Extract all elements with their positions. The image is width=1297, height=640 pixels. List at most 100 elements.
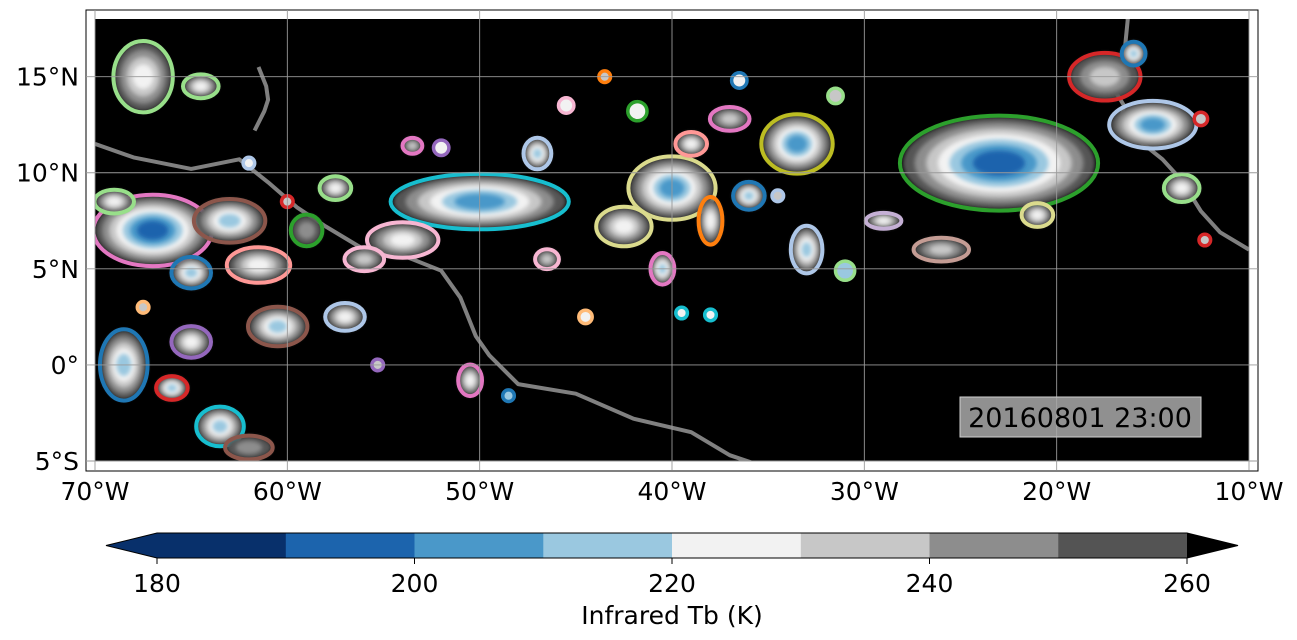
cloud-system-outline xyxy=(181,72,221,101)
cloud-system xyxy=(731,179,767,212)
tb-contour-fill xyxy=(338,312,352,322)
convective-cell xyxy=(577,308,594,326)
graticule xyxy=(86,10,1258,470)
tb-contour-fill xyxy=(972,150,1026,176)
cloud-system xyxy=(788,223,825,276)
tb-contour-fill xyxy=(744,191,754,201)
colorbar-bin xyxy=(157,533,287,558)
tb-contour-fill xyxy=(297,221,316,240)
cloud-system xyxy=(154,374,190,402)
latitude-tick-label: 5°S xyxy=(35,447,79,476)
latitude-tick-label: 5°N xyxy=(32,255,79,284)
cloud-system xyxy=(863,210,904,231)
cloud-system xyxy=(911,235,971,264)
tb-contour-fill xyxy=(167,384,177,392)
cloud-system-outline xyxy=(317,174,354,203)
small-cells-layer xyxy=(135,69,1213,404)
cloud-system-outline xyxy=(863,210,904,231)
convective-cell xyxy=(1192,110,1210,128)
colorbar-tick-label: 180 xyxy=(133,569,181,598)
cloud-system-outline xyxy=(731,179,767,212)
tb-contour-fill xyxy=(614,219,634,234)
cloud-system-outline xyxy=(788,223,825,276)
cloud-system-outline xyxy=(897,113,1101,213)
tb-contour-fill xyxy=(247,258,270,272)
tb-contour-fill xyxy=(1175,183,1188,194)
cloud-system xyxy=(169,324,213,360)
colorbar-tick-labels: 180 200 220 240 260 xyxy=(133,558,1211,598)
latitude-tick-label: 10°N xyxy=(16,159,79,188)
longitude-tick-labels: 70°W 60°W 50°W 40°W 30°W 20°W 10°W xyxy=(60,477,1283,506)
cloud-system xyxy=(1161,172,1202,205)
cloud-system xyxy=(342,245,387,274)
cloud-system-outline xyxy=(400,135,425,156)
tb-contour-fill xyxy=(801,242,812,257)
cloud-system xyxy=(707,105,752,133)
cloud-systems-layer xyxy=(95,38,1202,461)
convective-cell xyxy=(556,96,576,115)
cloud-system xyxy=(400,135,425,156)
colorbar-bin xyxy=(929,533,1059,558)
timestamp-background xyxy=(959,396,1202,438)
cloud-system xyxy=(288,212,325,249)
cloud-system-outline xyxy=(169,254,213,291)
cloud-system xyxy=(181,72,221,101)
cloud-system xyxy=(95,187,136,216)
cloud-system xyxy=(323,301,367,333)
latitude-tick-label: 0° xyxy=(51,351,79,380)
tb-contour-fill xyxy=(212,420,228,433)
cloud-system-outline xyxy=(154,374,190,402)
cloud-system-outline xyxy=(246,304,310,349)
cloud-system xyxy=(696,195,725,247)
tb-contour-fill xyxy=(329,183,341,193)
tb-contour-fill xyxy=(721,113,738,124)
cloud-system-outline xyxy=(169,324,213,360)
longitude-tick-label: 50°W xyxy=(445,477,514,506)
tb-contour-fill xyxy=(268,320,287,333)
convective-cell xyxy=(626,99,649,123)
convective-cell xyxy=(241,155,257,171)
tb-contour-fill xyxy=(1129,49,1138,58)
colorbar-under-arrow xyxy=(106,533,157,558)
cloud-system-outline xyxy=(707,105,752,133)
cloud-system xyxy=(1119,39,1148,68)
cloud-system xyxy=(1019,201,1056,229)
tb-contour-fill xyxy=(185,267,198,278)
latitude-tick-label: 15°N xyxy=(16,63,79,92)
tb-contour-fill xyxy=(786,135,808,153)
tb-contour-fill xyxy=(706,212,715,230)
convective-cell xyxy=(500,388,517,404)
tb-contour-fill xyxy=(235,440,263,455)
cloud-system-outline xyxy=(1119,39,1148,68)
coastline-caribbean-islands xyxy=(252,66,271,132)
cloud-system-outline xyxy=(521,135,554,172)
longitude-tick-label: 10°W xyxy=(1214,477,1283,506)
cloud-system xyxy=(533,247,561,272)
convective-cell xyxy=(135,299,151,315)
colorbar-bin xyxy=(285,533,416,558)
tb-contour-fill xyxy=(184,336,199,348)
tb-contour-fill xyxy=(465,374,475,386)
colorbar: 180 200 220 240 260 Infrared Tb (K) xyxy=(105,532,1239,630)
colorbar-tick-label: 200 xyxy=(391,569,439,598)
convective-cell xyxy=(826,86,845,106)
tb-contour-fill xyxy=(137,221,169,240)
longitude-tick-label: 70°W xyxy=(60,477,129,506)
timestamp-box: 20160801 23:00 xyxy=(959,396,1202,438)
cloud-system-outline xyxy=(288,212,325,249)
cloud-system xyxy=(521,135,554,172)
colorbar-tick-label: 240 xyxy=(906,569,954,598)
cloud-system-outline xyxy=(194,404,246,449)
colorbar-tick-label: 220 xyxy=(648,569,696,598)
cloud-system-outline xyxy=(342,245,387,274)
cloud-system-outline xyxy=(673,130,710,158)
cloud-system xyxy=(169,254,213,291)
cloud-system xyxy=(194,404,246,449)
map-layer xyxy=(95,19,1249,461)
tb-contour-fill xyxy=(390,233,416,247)
cloud-system xyxy=(191,197,268,245)
convective-cell xyxy=(770,188,786,204)
tb-contour-fill xyxy=(685,139,697,149)
colorbar-bin xyxy=(414,533,544,558)
cloud-system xyxy=(224,245,293,285)
